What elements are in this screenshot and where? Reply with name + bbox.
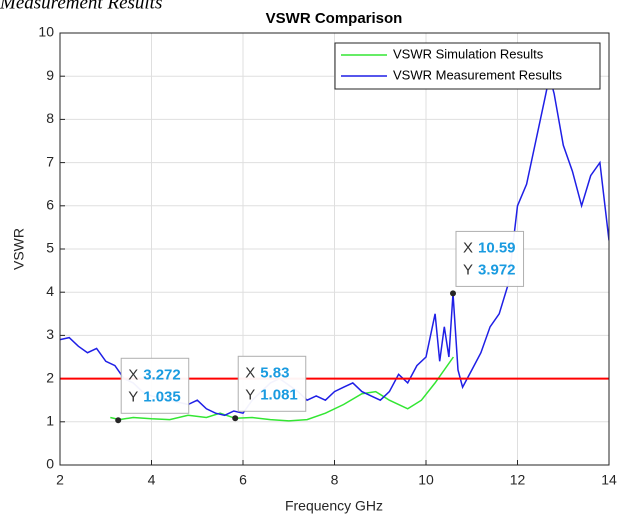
x-tick-label: 10 (418, 472, 434, 488)
datatip-x-key: X (128, 366, 138, 383)
datatip-y-value: 1.035 (143, 388, 181, 405)
y-tick-label: 6 (46, 197, 54, 213)
datatip-y-value: 1.081 (260, 386, 298, 403)
header-fragment: Measurement Results (0, 0, 162, 13)
x-tick-label: 12 (510, 472, 526, 488)
y-tick-label: 3 (46, 326, 54, 342)
x-tick-label: 6 (239, 472, 247, 488)
legend-label: VSWR Measurement Results (393, 67, 563, 82)
datatip-y-key: Y (128, 388, 138, 405)
datatip-x-value: 5.83 (260, 364, 289, 381)
y-tick-label: 8 (46, 110, 54, 126)
datatip-point (449, 290, 456, 297)
datatip-y-key: Y (463, 261, 473, 278)
y-tick-label: 10 (38, 24, 54, 40)
x-axis-label: Frequency GHz (285, 498, 383, 514)
y-tick-label: 0 (46, 456, 54, 472)
datatip-x-key: X (245, 364, 255, 381)
y-tick-label: 2 (46, 369, 54, 385)
y-tick-label: 9 (46, 67, 54, 83)
x-tick-label: 2 (56, 472, 64, 488)
legend-label: VSWR Simulation Results (393, 46, 544, 61)
datatip-box (237, 355, 307, 412)
y-tick-label: 1 (46, 413, 54, 429)
x-tick-label: 14 (601, 472, 617, 488)
datatip-point (232, 415, 239, 422)
data-line (110, 356, 455, 422)
y-axis-label: VSWR (11, 228, 27, 270)
chart-title: VSWR Comparison (266, 10, 403, 27)
x-tick-label: 8 (331, 472, 339, 488)
legend-box (334, 42, 601, 90)
datatip-box (120, 357, 190, 414)
datatip-point (115, 417, 122, 424)
x-tick-label: 4 (148, 472, 156, 488)
datatip-x-value: 10.59 (478, 239, 516, 256)
y-tick-label: 4 (46, 283, 54, 299)
axes-box (59, 32, 610, 466)
datatip-x-key: X (463, 239, 473, 256)
datatip-y-key: Y (245, 386, 255, 403)
datatip-box (455, 230, 525, 287)
datatip-x-value: 3.272 (143, 366, 181, 383)
y-tick-label: 5 (46, 240, 54, 256)
datatip-y-value: 3.972 (478, 261, 516, 278)
y-tick-label: 7 (46, 153, 54, 169)
